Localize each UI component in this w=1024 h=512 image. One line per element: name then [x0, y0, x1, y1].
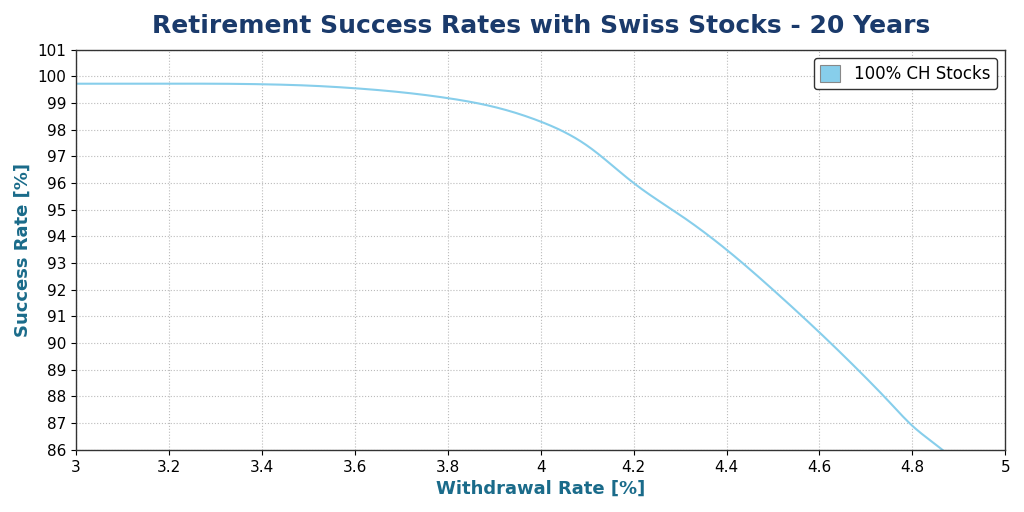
- Legend: 100% CH Stocks: 100% CH Stocks: [814, 58, 997, 90]
- X-axis label: Withdrawal Rate [%]: Withdrawal Rate [%]: [436, 480, 645, 498]
- Title: Retirement Success Rates with Swiss Stocks - 20 Years: Retirement Success Rates with Swiss Stoc…: [152, 14, 930, 38]
- Y-axis label: Success Rate [%]: Success Rate [%]: [14, 163, 32, 337]
